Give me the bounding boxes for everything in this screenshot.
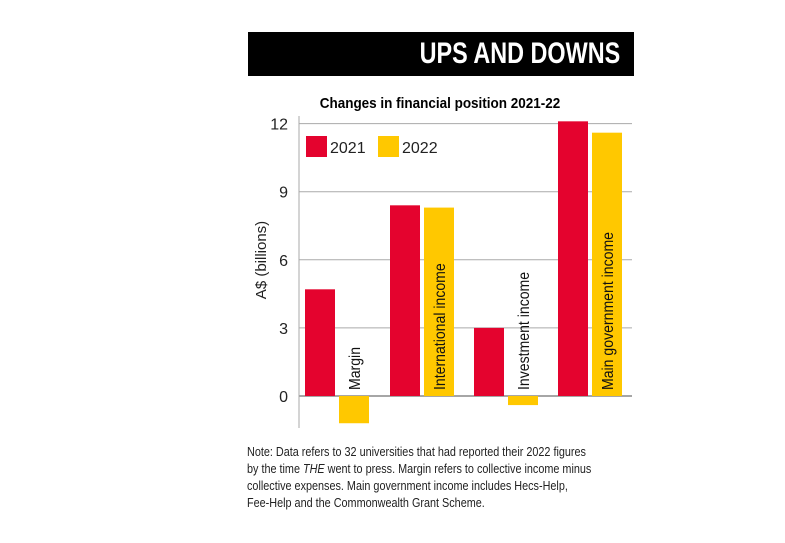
- bar-2022-2: [508, 396, 538, 406]
- bar-2021-3: [558, 121, 588, 396]
- category-label: International income: [431, 263, 449, 390]
- bar-2022-3: [592, 132, 622, 396]
- note-publication: THE: [302, 462, 325, 476]
- y-tick-label: 12: [270, 117, 288, 134]
- y-tick-label: 3: [279, 321, 288, 338]
- page-title: UPS AND DOWNS: [419, 37, 620, 70]
- category-label: Investment income: [515, 272, 533, 390]
- legend-label: 2021: [330, 140, 366, 157]
- note-line: collective expenses. Main government inc…: [247, 479, 568, 493]
- category-label: Margin: [346, 347, 364, 390]
- y-axis-label: A$ (billions): [253, 221, 270, 299]
- chart-title: Changes in financial position 2021-22: [320, 95, 561, 112]
- bar-2022-1: [424, 207, 454, 396]
- legend-swatch-2021: [306, 136, 327, 157]
- bar-2021-0: [305, 289, 335, 396]
- legend-label: 2022: [402, 140, 438, 157]
- y-tick-label: 9: [279, 185, 288, 202]
- bar-2021-1: [390, 205, 420, 396]
- category-label: Main government income: [599, 232, 617, 390]
- title-bar: UPS AND DOWNS: [248, 32, 634, 76]
- note-line: Fee-Help and the Commonwealth Grant Sche…: [247, 496, 485, 510]
- bar-2021-2: [474, 327, 504, 396]
- bar-2022-0: [339, 396, 369, 424]
- note-text: by the time: [247, 462, 303, 476]
- note-line: Note: Data refers to 32 universities tha…: [247, 445, 586, 459]
- legend-swatch-2022: [378, 136, 399, 157]
- chart-note: Note: Data refers to 32 universities tha…: [247, 444, 647, 512]
- note-line: by the time THE went to press. Margin re…: [247, 461, 591, 478]
- bar-chart: Changes in financial position 2021-22 0 3 6…: [253, 95, 632, 428]
- y-tick-label: 0: [279, 389, 288, 406]
- y-tick-label: 6: [279, 253, 288, 270]
- note-text: went to press. Margin refers to collecti…: [324, 462, 592, 476]
